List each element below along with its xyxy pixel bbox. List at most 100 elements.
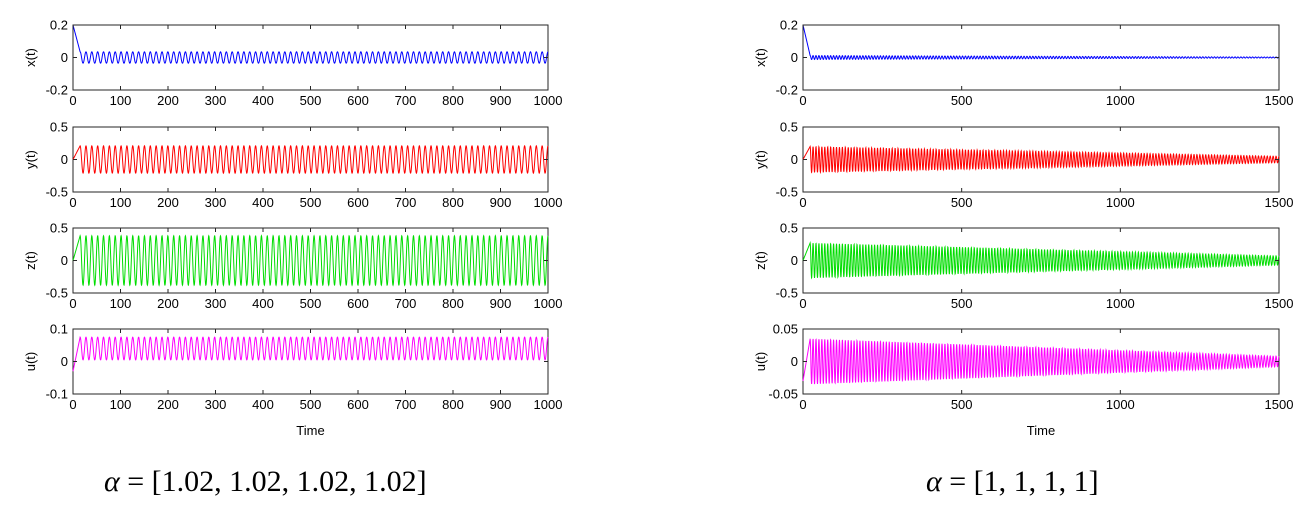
caption-right-symbol: α	[926, 465, 942, 498]
x-tick-label: 0	[799, 195, 806, 210]
x-tick-label: 900	[490, 93, 512, 108]
y-axis-label: y(t)	[23, 150, 38, 169]
series-line	[72, 144, 549, 175]
x-tick-label: 900	[490, 296, 512, 311]
y-tick-label: -0.5	[46, 185, 68, 200]
series-line	[802, 338, 1280, 385]
x-tick-label: 1000	[534, 195, 563, 210]
x-tick-label: 200	[157, 195, 179, 210]
x-tick-label: 500	[951, 93, 973, 108]
series-line	[802, 24, 1280, 61]
caption-left-text: = [1.02, 1.02, 1.02, 1.02]	[119, 465, 427, 498]
y-tick-label: 0	[791, 152, 798, 167]
x-tick-label: 700	[395, 195, 417, 210]
y-tick-label: 0.5	[780, 120, 798, 135]
y-tick-label: 0.1	[50, 322, 68, 337]
subplot-right-2: 0 500 1000 1500-0.500.5y(t)	[753, 120, 1293, 211]
x-tick-label: 0	[69, 93, 76, 108]
x-axis-label: Time	[1027, 423, 1055, 438]
y-tick-label: 0.05	[773, 322, 798, 337]
x-tick-label: 0	[799, 296, 806, 311]
series-line	[802, 145, 1280, 175]
chart-left: 0 100 200 300 400 500 600 700 800 900 1000-0.200.2…	[23, 18, 562, 439]
y-tick-label: 0	[61, 152, 68, 167]
subplot-left-1: 0 100 200 300 400 500 600 700 800 900 1000-0.200.2…	[23, 18, 562, 109]
y-axis-label: x(t)	[23, 48, 38, 67]
subplot-left-4: 0 100 200 300 400 500 600 700 800 900 1000-0.100.1…	[23, 322, 562, 413]
chart-right: 0 500 1000 1500-0.200.2x(t)0 500 1000 1500-0.5…	[753, 18, 1293, 439]
caption-left-symbol: α	[104, 465, 120, 498]
y-axis-label: u(t)	[23, 352, 38, 372]
x-tick-label: 1000	[534, 93, 563, 108]
x-tick-label: 100	[110, 195, 132, 210]
y-axis-label: z(t)	[23, 251, 38, 270]
x-tick-label: 100	[110, 296, 132, 311]
x-tick-label: 500	[300, 296, 322, 311]
x-tick-label: 800	[442, 296, 464, 311]
caption-right-text: = [1, 1, 1, 1]	[941, 465, 1099, 498]
series-line	[72, 335, 549, 372]
y-tick-label: -0.2	[776, 83, 798, 98]
x-tick-label: 100	[110, 397, 132, 412]
x-tick-label: 600	[347, 195, 369, 210]
x-tick-label: 400	[252, 397, 274, 412]
x-tick-label: 200	[157, 93, 179, 108]
subplot-right-3: 0 500 1000 1500-0.500.5z(t)	[753, 221, 1293, 312]
x-tick-label: 700	[395, 93, 417, 108]
x-tick-label: 700	[395, 397, 417, 412]
x-tick-label: 600	[347, 93, 369, 108]
x-tick-label: 600	[347, 296, 369, 311]
x-tick-label: 500	[951, 296, 973, 311]
x-tick-label: 500	[951, 195, 973, 210]
x-tick-label: 1000	[1106, 296, 1135, 311]
y-tick-label: 0	[791, 50, 798, 65]
y-tick-label: -0.5	[46, 286, 68, 301]
series-line	[72, 234, 549, 287]
x-tick-label: 400	[252, 93, 274, 108]
x-tick-label: 1000	[1106, 397, 1135, 412]
x-tick-label: 900	[490, 195, 512, 210]
x-tick-label: 700	[395, 296, 417, 311]
x-axis-label: Time	[296, 423, 324, 438]
series-line	[802, 241, 1280, 280]
y-tick-label: 0.5	[780, 221, 798, 236]
y-tick-label: 0	[61, 50, 68, 65]
y-tick-label: -0.1	[46, 387, 68, 402]
x-tick-label: 0	[799, 397, 806, 412]
x-tick-label: 400	[252, 296, 274, 311]
x-tick-label: 0	[69, 296, 76, 311]
subplot-left-3: 0 100 200 300 400 500 600 700 800 900 1000-0.500.5…	[23, 221, 562, 312]
x-tick-label: 300	[205, 296, 227, 311]
x-tick-label: 1500	[1265, 93, 1294, 108]
x-tick-label: 1000	[534, 397, 563, 412]
x-tick-label: 0	[799, 93, 806, 108]
y-axis-label: u(t)	[753, 352, 768, 372]
x-tick-label: 500	[951, 397, 973, 412]
x-tick-label: 200	[157, 296, 179, 311]
x-tick-label: 600	[347, 397, 369, 412]
x-tick-label: 800	[442, 195, 464, 210]
y-axis-label: x(t)	[753, 48, 768, 67]
y-tick-label: -0.2	[46, 83, 68, 98]
x-tick-label: 300	[205, 397, 227, 412]
x-tick-label: 500	[300, 93, 322, 108]
x-tick-label: 0	[69, 397, 76, 412]
x-tick-label: 1500	[1265, 397, 1294, 412]
x-tick-label: 100	[110, 93, 132, 108]
x-tick-label: 0	[69, 195, 76, 210]
subplot-left-2: 0 100 200 300 400 500 600 700 800 900 1000-0.500.5…	[23, 120, 562, 211]
y-tick-label: 0.2	[780, 18, 798, 33]
x-tick-label: 1000	[1106, 93, 1135, 108]
x-tick-label: 300	[205, 93, 227, 108]
y-tick-label: 0.5	[50, 221, 68, 236]
y-tick-label: 0.5	[50, 120, 68, 135]
y-tick-label: -0.05	[768, 387, 798, 402]
x-tick-label: 500	[300, 195, 322, 210]
subplot-right-1: 0 500 1000 1500-0.200.2x(t)	[753, 18, 1293, 109]
y-tick-label: -0.5	[776, 286, 798, 301]
y-tick-label: 0	[791, 354, 798, 369]
x-tick-label: 300	[205, 195, 227, 210]
x-tick-label: 400	[252, 195, 274, 210]
